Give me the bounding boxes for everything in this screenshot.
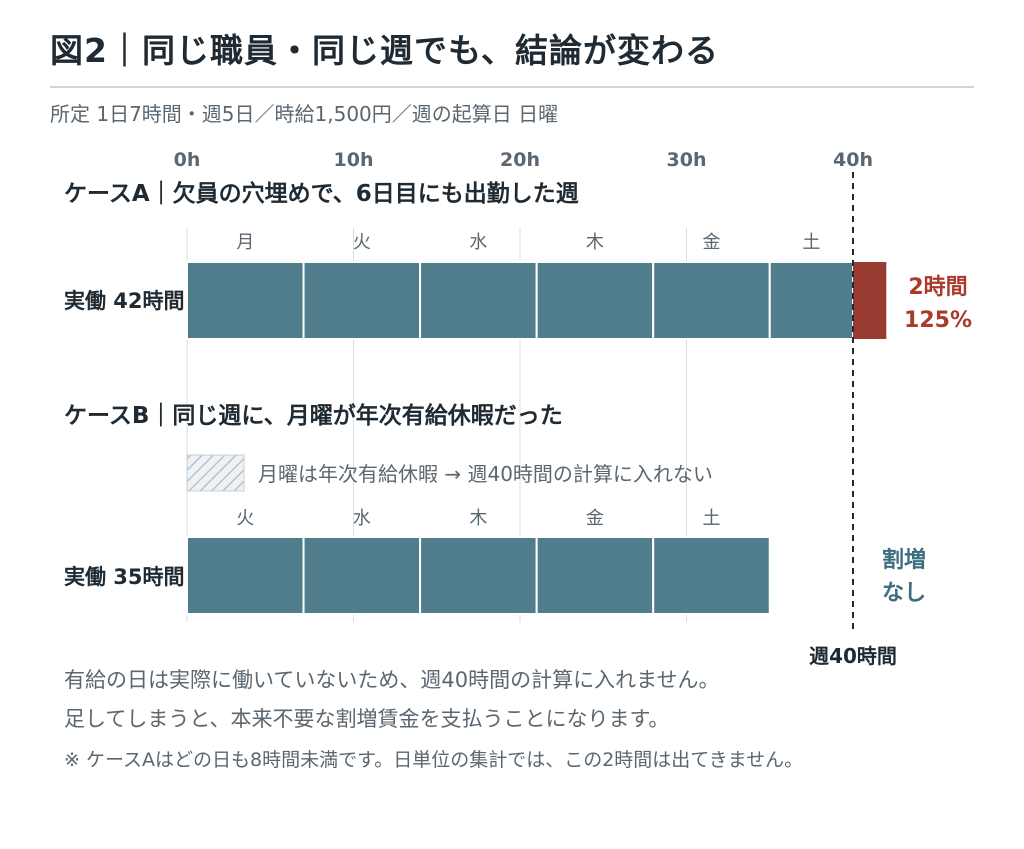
bar-segment-月	[186, 261, 305, 340]
bar-segment-木	[535, 261, 655, 340]
x-tick-label: 10h	[334, 149, 374, 171]
case-title: ケースB｜同じ週に、月曜が年次有給休暇だった	[64, 402, 563, 429]
day-label: 火	[353, 232, 371, 253]
figure-title: 図2｜同じ職員・同じ週でも、結論が変わる	[50, 31, 719, 70]
overtime-hours-label: 2時間	[908, 275, 967, 300]
bar-segment-火	[302, 261, 422, 340]
overtime-rate-label: 125%	[904, 308, 972, 333]
x-tick-label: 40h	[833, 149, 873, 171]
day-label: 金	[586, 508, 604, 529]
bar-segment-木	[419, 536, 538, 615]
figure-subtitle: 所定 1日7時間・週5日／時給1,500円／週の起算日 日曜	[50, 102, 559, 126]
day-label: 金	[702, 232, 720, 253]
x-tick-label: 0h	[174, 149, 201, 171]
no-premium-label-2: なし	[882, 581, 926, 606]
case-title: ケースA｜欠員の穴埋めで、6日目にも出勤した週	[64, 180, 579, 207]
bar-segment-土	[652, 536, 771, 615]
x-tick-label: 20h	[500, 149, 540, 171]
no-premium-label-1: 割増	[882, 547, 926, 573]
note-line-3: ※ ケースAはどの日も8時間未満です。日単位の集計では、この2時間は出てきません…	[64, 749, 804, 771]
paid-leave-legend: 月曜は年次有給休暇 → 週40時間の計算に入れない	[258, 462, 713, 486]
day-label: 火	[236, 508, 254, 529]
day-label: 木	[586, 232, 604, 253]
row-label: 実働 35時間	[64, 565, 185, 589]
paid-leave-swatch	[186, 454, 245, 492]
day-label: 木	[469, 508, 487, 529]
x-tick-label: 30h	[667, 149, 707, 171]
bar-segment-金	[652, 261, 771, 340]
bar-segment-金	[535, 536, 655, 615]
day-label: 水	[469, 232, 487, 253]
threshold-label: 週40時間	[809, 644, 897, 668]
overtime-segment	[853, 262, 887, 339]
bar-segment-水	[419, 261, 538, 340]
note-line-2: 足してしまうと、本来不要な割増賃金を支払うことになります。	[64, 707, 670, 731]
day-label: 土	[802, 232, 820, 253]
title-divider	[50, 86, 974, 88]
bar-segment-土	[768, 261, 854, 340]
day-label: 水	[353, 508, 371, 529]
day-label: 月	[236, 232, 254, 253]
row-label: 実働 42時間	[64, 289, 185, 313]
bar-segment-火	[186, 536, 305, 615]
note-line-1: 有給の日は実際に働いていないため、週40時間の計算に入れません。	[64, 668, 720, 692]
day-label: 土	[702, 508, 720, 529]
bar-segment-水	[302, 536, 422, 615]
